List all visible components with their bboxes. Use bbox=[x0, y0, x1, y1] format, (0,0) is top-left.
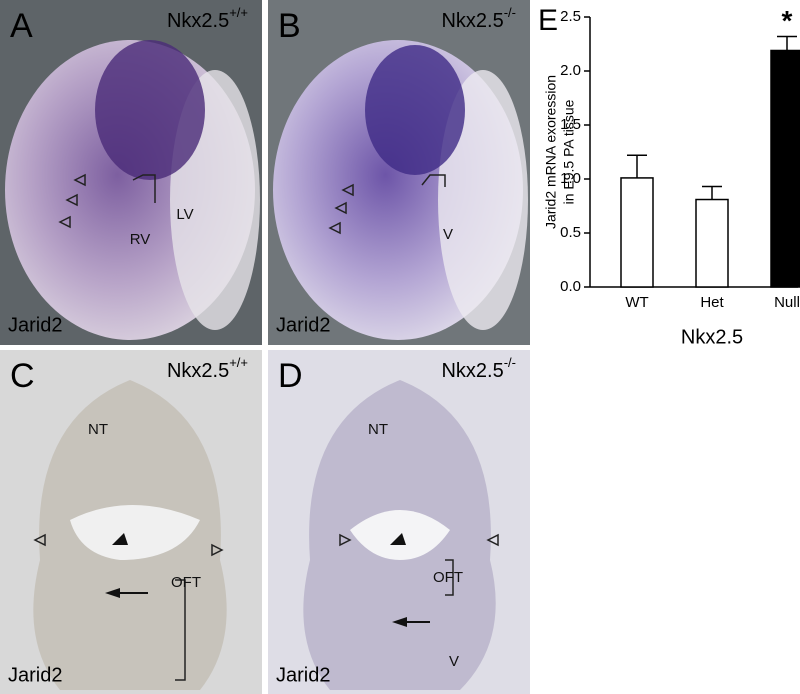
x-tick-label: WT bbox=[625, 294, 648, 311]
bar bbox=[695, 198, 729, 288]
y-tick-label: 2.5 bbox=[560, 8, 581, 25]
stain-label: Jarid2 bbox=[276, 664, 330, 686]
bar bbox=[770, 49, 800, 288]
panel-letter: D bbox=[278, 357, 303, 395]
panel-letter: E bbox=[538, 4, 558, 37]
gene-name: Nkx2.5 bbox=[441, 360, 503, 382]
region-label: OFT bbox=[171, 574, 201, 591]
panel-c-photo bbox=[0, 350, 262, 694]
y-tick-label: 1.5 bbox=[560, 116, 581, 133]
x-axis-label: Nkx2.5 bbox=[681, 326, 743, 348]
panel-b-photo bbox=[268, 0, 530, 345]
panel-a-photo bbox=[0, 0, 262, 345]
x-tick-label: Null bbox=[774, 294, 800, 311]
region-label: RV bbox=[130, 231, 151, 248]
panel-letter: B bbox=[278, 7, 301, 45]
stain-label: Jarid2 bbox=[8, 314, 62, 336]
y-axis-label: Jarid2 mRNA exoression bbox=[543, 75, 559, 229]
gene-name: Nkx2.5 bbox=[441, 10, 503, 32]
gene-name: Nkx2.5 bbox=[167, 10, 229, 32]
region-label: NT bbox=[88, 421, 108, 438]
y-tick-label: 0.0 bbox=[560, 278, 581, 295]
arrows bbox=[105, 533, 430, 627]
region-label: NT bbox=[368, 421, 388, 438]
y-axis-label: in E9.5 PA tissue bbox=[561, 99, 577, 204]
region-label: V bbox=[449, 653, 459, 670]
genotype-label: Nkx2.5-/- bbox=[441, 5, 516, 32]
genotype: +/+ bbox=[229, 355, 248, 370]
region-label: LV bbox=[176, 206, 193, 223]
bar bbox=[620, 177, 654, 288]
annotations bbox=[33, 173, 499, 681]
genotype-label: Nkx2.5+/+ bbox=[167, 355, 248, 382]
significance-mark: * bbox=[782, 5, 793, 36]
x-tick-label: Het bbox=[700, 294, 724, 311]
genotype-label: Nkx2.5-/- bbox=[441, 355, 516, 382]
gene-name: Nkx2.5 bbox=[167, 360, 229, 382]
stain-label: Jarid2 bbox=[8, 664, 62, 686]
panel-letter: C bbox=[10, 357, 35, 395]
stain-label: Jarid2 bbox=[276, 314, 330, 336]
genotype: -/- bbox=[504, 5, 516, 20]
genotype: +/+ bbox=[229, 5, 248, 20]
region-label: V bbox=[443, 226, 453, 243]
genotype-label: Nkx2.5+/+ bbox=[167, 5, 248, 32]
y-tick-label: 1.0 bbox=[560, 170, 581, 187]
y-tick-label: 2.0 bbox=[560, 62, 581, 79]
panel-d-photo bbox=[268, 350, 530, 694]
genotype: -/- bbox=[504, 355, 516, 370]
panel-letter: A bbox=[10, 7, 33, 45]
y-tick-label: 0.5 bbox=[560, 224, 581, 241]
region-label: OFT bbox=[433, 569, 463, 586]
